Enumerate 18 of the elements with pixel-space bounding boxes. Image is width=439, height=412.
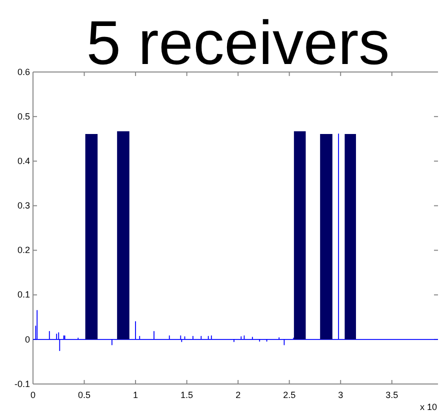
y-tick-label: 0.3 [17, 200, 30, 211]
y-tick-label: -0.1 [14, 378, 30, 389]
x-tick-label: 2 [236, 390, 241, 400]
y-tick-label: 0 [24, 334, 30, 344]
y-tick-label: 0.1 [17, 290, 30, 300]
text: x 10 [420, 402, 437, 412]
x-tick-label: 1.5 [180, 390, 194, 400]
y-tick-label: 0.6 [17, 66, 30, 77]
chart-title: 5 receivers [86, 9, 390, 78]
x-tick-label: 2.5 [283, 390, 296, 400]
x-tick-label: 3.5 [386, 390, 398, 400]
line-series [32, 134, 438, 352]
x-tick-label: 1 [133, 390, 138, 400]
y-tick-label: 0.2 [17, 245, 30, 256]
y-tick-label: 0.4 [17, 156, 30, 166]
x-tick-label: 0.5 [78, 390, 91, 400]
x-tick-label: 3 [338, 390, 344, 400]
y-tick-label: 0.5 [17, 111, 30, 122]
